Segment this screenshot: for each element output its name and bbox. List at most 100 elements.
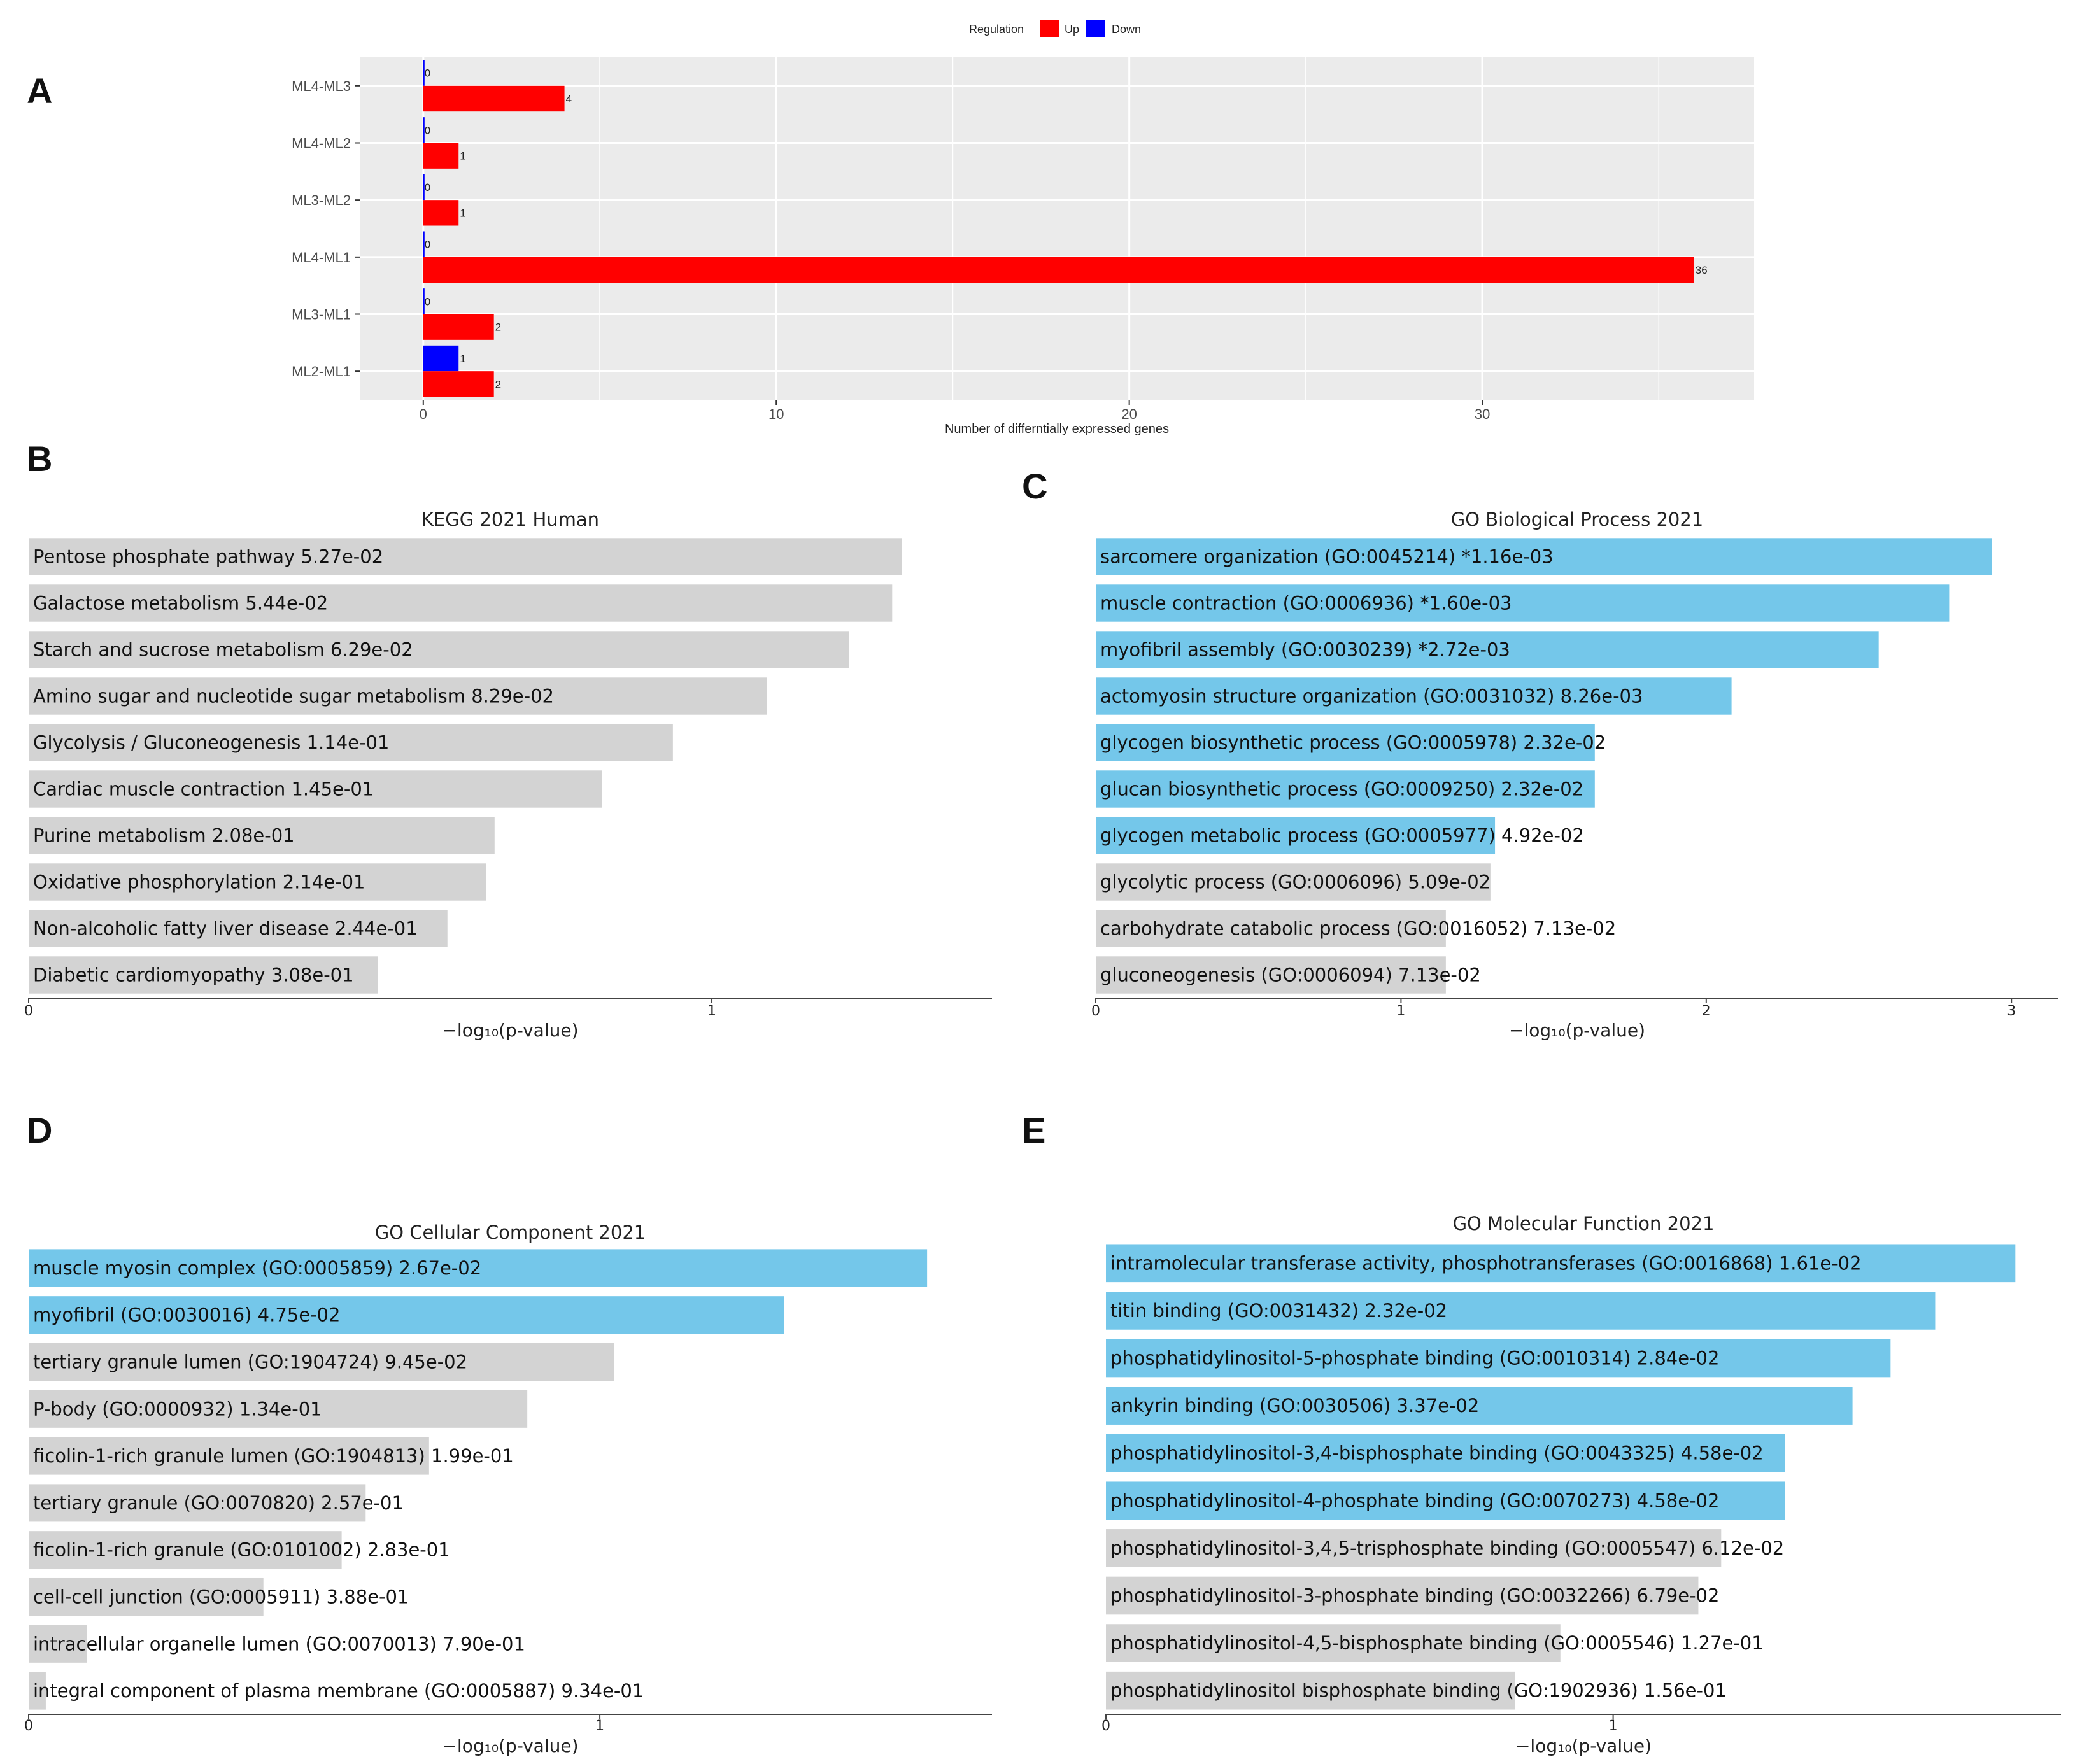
enrichment-bar: [29, 910, 448, 947]
panel-a-bar-value-label: 0: [425, 124, 430, 136]
enrichment-bar: [29, 1625, 87, 1663]
panel-a-bar-value-label: 0: [425, 295, 430, 307]
chart-title: KEGG 2021 Human: [421, 509, 599, 530]
enrichment-term-label: sarcomere organization (GO:0045214) *1.1…: [1100, 546, 1554, 568]
panel-letter-a: A: [27, 71, 52, 111]
enrichment-bar: [1106, 1671, 1515, 1710]
enrichment-term-label: actomyosin structure organization (GO:00…: [1100, 686, 1643, 707]
panel-a-bar-up: [423, 257, 1694, 283]
x-axis-label: −log₁₀(p-value): [442, 1735, 578, 1756]
panel-a-bar-value-label: 1: [460, 207, 465, 219]
enrichment-term-label: muscle contraction (GO:0006936) *1.60e-0…: [1100, 593, 1512, 614]
enrichment-bar: [1096, 677, 1732, 715]
panel-a-x-axis-label: Number of differntially expressed genes: [945, 422, 1169, 436]
panel-a-category-label: ML4-ML1: [292, 250, 351, 265]
enrichment-bar: [1096, 956, 1446, 994]
x-axis-tick-label: 2: [1702, 1003, 1711, 1019]
panel-a-bar-up: [423, 143, 459, 169]
legend-title: Regulation: [969, 23, 1024, 36]
x-axis-label: −log₁₀(p-value): [442, 1020, 578, 1041]
x-axis-label: −log₁₀(p-value): [1515, 1735, 1652, 1756]
enrichment-bar: [29, 956, 378, 994]
enrichment-bar: [29, 770, 602, 808]
enrichment-term-label: ankyrin binding (GO:0030506) 3.37e-02: [1110, 1395, 1479, 1416]
x-axis-label: −log₁₀(p-value): [1509, 1020, 1645, 1041]
panel-a-bar-value-label: 1: [460, 150, 465, 162]
enrichment-term-label: intracellular organelle lumen (GO:007001…: [33, 1633, 525, 1655]
enrichment-bar: [1096, 817, 1496, 854]
panel-a-category-label: ML2-ML1: [292, 363, 351, 379]
panel-a-bar-value-label: 0: [425, 239, 430, 251]
enrichment-term-label: integral component of plasma membrane (G…: [33, 1680, 644, 1702]
enrichment-term-label: muscle myosin complex (GO:0005859) 2.67e…: [33, 1257, 481, 1279]
panel-a-bar-down: [423, 174, 425, 201]
enrichment-term-label: phosphatidylinositol-4,5-bisphosphate bi…: [1110, 1632, 1764, 1654]
panel-letter-d: D: [27, 1110, 52, 1150]
enrichment-term-label: Galactose metabolism 5.44e-02: [33, 593, 328, 614]
enrichment-bar: [1106, 1434, 1785, 1472]
panel-a-bar-value-label: 2: [495, 378, 501, 390]
enrichment-bar: [29, 817, 495, 854]
enrichment-term-label: P-body (GO:0000932) 1.34e-01: [33, 1398, 322, 1420]
enrichment-term-label: titin binding (GO:0031432) 2.32e-02: [1110, 1300, 1447, 1322]
enrichment-term-label: phosphatidylinositol-3,4-bisphosphate bi…: [1110, 1443, 1764, 1464]
enrichment-bar: [29, 677, 767, 715]
x-axis-tick-label: 1: [1609, 1718, 1618, 1734]
panel-a-legend: Regulation Up Down: [969, 20, 1141, 37]
panel-a-bar-value-label: 0: [425, 67, 430, 80]
enrichment-bar: [1096, 584, 1950, 622]
x-axis-tick-label: 3: [2007, 1003, 2016, 1019]
panel-a-bar-value-label: 1: [460, 353, 465, 365]
legend-label-down: Down: [1112, 23, 1141, 36]
enrichment-bar: [29, 863, 486, 901]
enrichment-term-label: phosphatidylinositol-3,4,5-trisphosphate…: [1110, 1537, 1784, 1559]
enrichment-bar: [29, 1531, 342, 1569]
panel-a-bar-up: [423, 314, 494, 340]
enrichment-term-label: Diabetic cardiomyopathy 3.08e-01: [33, 964, 354, 986]
legend-swatch-down: [1086, 20, 1105, 37]
panel-a-bar-value-label: 2: [495, 321, 501, 334]
enrichment-bar: [29, 1672, 46, 1710]
enrichment-term-label: gluconeogenesis (GO:0006094) 7.13e-02: [1100, 964, 1481, 986]
panel-a-category-label: ML4-ML2: [292, 136, 351, 152]
panel-d-go-cc-chart: GO Cellular Component 2021 muscle myosin …: [24, 1222, 992, 1756]
enrichment-term-label: ficolin-1-rich granule lumen (GO:1904813…: [33, 1445, 514, 1467]
enrichment-term-label: glycogen metabolic process (GO:0005977) …: [1100, 825, 1584, 847]
panel-c-go-bp-chart: GO Biological Process 2021 sarcomere orga…: [1091, 509, 2058, 1041]
enrichment-term-label: phosphatidylinositol-5-phosphate binding…: [1110, 1348, 1719, 1369]
enrichment-bar: [29, 1249, 928, 1287]
panel-a-bar-down: [423, 60, 425, 86]
x-axis-tick-label: 0: [1101, 1718, 1110, 1734]
panel-a-category-label: ML3-ML1: [292, 307, 351, 323]
panel-a-bar-value-label: 36: [1696, 264, 1708, 276]
panel-a-category-label: ML3-ML2: [292, 192, 351, 208]
chart-title: GO Biological Process 2021: [1451, 509, 1704, 530]
enrichment-bar: [1106, 1292, 1936, 1330]
enrichment-bar: [29, 584, 893, 622]
panel-a-bar-up: [423, 85, 565, 112]
enrichment-bar: [29, 724, 673, 761]
panel-a-bar-up: [423, 200, 459, 226]
enrichment-term-label: phosphatidylinositol-4-phosphate binding…: [1110, 1490, 1719, 1511]
panel-a-x-tick-label: 10: [768, 406, 784, 422]
panel-a-bar-down: [423, 345, 459, 372]
enrichment-bar: [1106, 1529, 1722, 1567]
enrichment-bar: [1106, 1624, 1561, 1662]
enrichment-bar: [1106, 1576, 1699, 1615]
enrichment-bar: [1096, 770, 1595, 808]
enrichment-bar: [1096, 631, 1879, 668]
enrichment-term-label: myofibril (GO:0030016) 4.75e-02: [33, 1304, 340, 1326]
panel-b-kegg-chart: KEGG 2021 Human Pentose phosphate pathway…: [24, 509, 992, 1041]
enrichment-term-label: ficolin-1-rich granule (GO:0101002) 2.83…: [33, 1539, 450, 1561]
enrichment-bar: [1096, 538, 1992, 575]
enrichment-bar: [29, 1484, 366, 1522]
legend-label-up: Up: [1065, 23, 1079, 36]
panel-e-go-mf-chart: GO Molecular Function 2021 intramolecular…: [1101, 1213, 2061, 1756]
enrichment-term-label: glycogen biosynthetic process (GO:000597…: [1100, 732, 1606, 754]
enrichment-bar: [1106, 1244, 2016, 1283]
panel-a-bar-up: [423, 371, 494, 397]
enrichment-bar: [1106, 1339, 1891, 1378]
x-axis-tick-label: 0: [24, 1718, 33, 1734]
enrichment-term-label: Glycolysis / Gluconeogenesis 1.14e-01: [33, 732, 389, 754]
